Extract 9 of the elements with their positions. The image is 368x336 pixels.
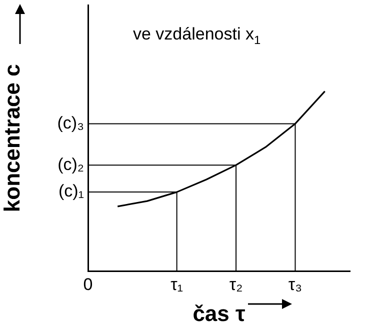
y-axis-title: koncentrace c (0, 64, 24, 212)
x-tick-label: τ₂ (229, 275, 243, 294)
x-tick-label: 0 (83, 275, 93, 294)
x-tick-label: τ₁ (170, 275, 184, 294)
ref-line-label: (c)₃ (57, 113, 84, 132)
x-tick-label: τ₃ (288, 275, 302, 294)
ref-line-label: (c)₂ (58, 154, 84, 174)
ref-line-label: (c)₁ (58, 182, 84, 201)
x-axis-title: čas τ (192, 300, 246, 326)
